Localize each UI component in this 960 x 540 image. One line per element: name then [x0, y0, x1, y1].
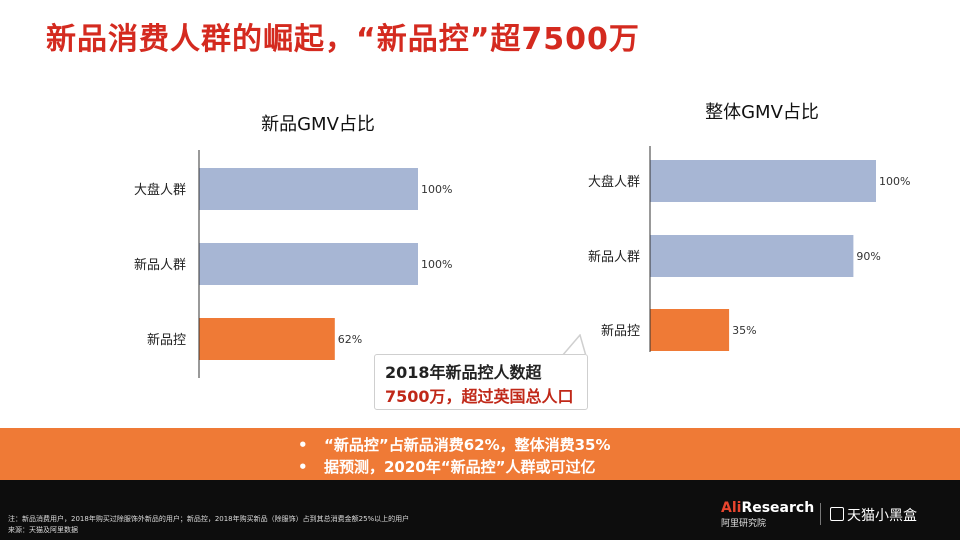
- bullet-icon: •: [298, 436, 308, 454]
- summary-band: • “新品控”占新品消费62%，整体消费35% • 据预测，2020年“新品控”人群…: [0, 428, 960, 480]
- bar-1-2: [199, 243, 418, 285]
- summary-line-1: • “新品控”占新品消费62%，整体消费35%: [298, 434, 611, 455]
- value-label-1-1: 100%: [421, 183, 452, 196]
- chart-title-2: 整体GMV占比: [705, 102, 819, 123]
- callout-line-1: 2018年新品控人数超: [385, 363, 542, 382]
- value-label-1-2: 100%: [421, 258, 452, 271]
- footer: 注：新品消费用户，2018年购买过除服饰外新品的用户；新品控，2018年购买新品…: [0, 480, 960, 540]
- bullet-icon: •: [298, 458, 308, 476]
- aliresearch-logo-sub: 阿里研究院: [721, 519, 767, 529]
- category-label-2-3: 新品控: [601, 323, 640, 339]
- logo-ali-suffix: Research: [741, 500, 815, 516]
- bar-1-1: [199, 168, 418, 210]
- tmall-logo: 天猫小黑盒: [830, 505, 917, 525]
- bar-2-2: [650, 235, 854, 277]
- category-label-1-1: 大盘人群: [134, 182, 186, 198]
- value-label-2-2: 90%: [856, 250, 880, 263]
- aliresearch-logo: AliResearch: [721, 500, 814, 516]
- tmall-logo-text: 天猫小黑盒: [847, 508, 917, 524]
- chart-title-1: 新品GMV占比: [261, 114, 375, 135]
- callout-line-2: 7500万，超过英国总人口: [385, 387, 574, 406]
- summary-text-2: 据预测，2020年“新品控”人群或可过亿: [324, 458, 596, 476]
- source-note: 来源：天猫及阿里数据: [8, 526, 78, 534]
- bar-2-1: [650, 160, 876, 202]
- value-label-2-1: 100%: [879, 175, 910, 188]
- logo-ali-prefix: Ali: [721, 500, 742, 516]
- callout-box: 2018年新品控人数超 7500万，超过英国总人口: [374, 354, 588, 410]
- category-label-1-3: 新品控: [147, 332, 186, 348]
- summary-text-1: “新品控”占新品消费62%，整体消费35%: [324, 436, 611, 454]
- value-label-1-3: 62%: [338, 333, 362, 346]
- bar-1-3: [199, 318, 335, 360]
- logo-separator: [820, 503, 821, 525]
- summary-line-2: • 据预测，2020年“新品控”人群或可过亿: [298, 456, 595, 477]
- tmall-box-icon: [830, 507, 844, 521]
- bar-2-3: [650, 309, 730, 351]
- category-label-1-2: 新品人群: [134, 257, 186, 273]
- value-label-2-3: 35%: [732, 324, 756, 337]
- category-label-2-2: 新品人群: [588, 249, 640, 265]
- category-label-2-1: 大盘人群: [588, 174, 640, 190]
- footnote: 注：新品消费用户，2018年购买过除服饰外新品的用户；新品控，2018年购买新品…: [8, 515, 410, 523]
- page-title: 新品消费人群的崛起，“新品控”超7500万: [46, 22, 640, 57]
